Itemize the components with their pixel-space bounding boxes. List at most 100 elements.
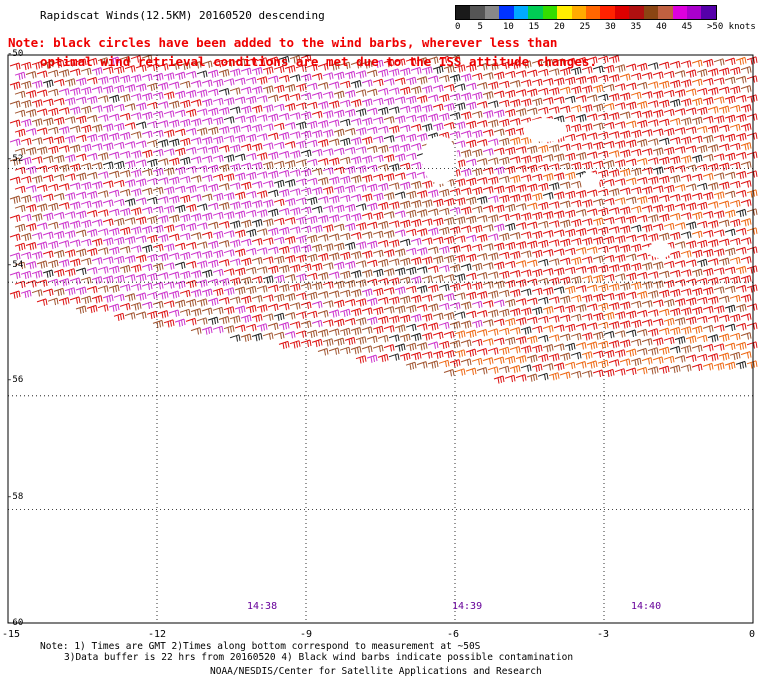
wind-barb [355,241,367,250]
wind-barb [64,211,76,219]
wind-barb [696,144,708,154]
wind-barb [42,193,54,201]
wind-barb [75,96,87,104]
wind-barb [669,136,681,145]
wind-barb [520,212,532,221]
wind-barb [630,129,642,138]
wind-barb [146,291,158,300]
wind-barb [652,166,664,175]
wind-barb [465,310,477,319]
wind-barb [273,312,285,321]
wind-barb [229,334,241,342]
wind-barb [438,245,450,254]
wind-barb [652,318,664,326]
wind-barb [229,144,241,153]
wind-barb [80,105,92,114]
wind-barb [735,170,747,180]
wind-barb [493,109,505,118]
legend-swatch [557,6,572,19]
data-gap [523,118,567,142]
wind-barb [394,267,406,276]
wind-barb [553,77,565,86]
wind-barb [322,129,334,138]
wind-barb [399,124,411,132]
wind-barb [306,310,318,319]
wind-barb [135,197,147,205]
wind-barb [234,210,246,219]
wind-barb [570,332,582,341]
wind-barb [691,78,703,86]
wind-barb [581,123,593,132]
wind-barb [713,210,725,219]
wind-barb [262,294,274,302]
wind-barb [372,97,384,106]
wind-barb [680,307,692,316]
wind-barb [647,347,659,356]
wind-barb [42,117,54,126]
wind-barb [388,334,400,342]
wind-barb [553,267,565,276]
wind-barb [25,223,37,232]
wind-barb [344,279,356,289]
wind-barb [542,268,554,276]
wind-barb [119,55,131,64]
wind-barb [476,291,488,300]
wind-barb [432,274,444,283]
wind-barb [619,149,631,158]
wind-barb [449,207,461,215]
wind-barb [509,327,521,335]
wind-barb [306,291,318,300]
wind-barb [251,295,263,303]
wind-barb [108,208,120,216]
wind-barb [696,315,708,324]
wind-barb [322,338,334,347]
wind-barb [542,344,554,353]
wind-barb [641,110,653,119]
wind-barb [278,226,290,236]
wind-barb [685,183,697,191]
wind-barb [652,71,664,79]
wind-barb [190,213,202,222]
wind-barb [317,348,329,356]
wind-barb [537,182,549,192]
wind-barb [328,290,340,298]
wind-barb [674,89,686,98]
wind-barb [487,195,499,203]
wind-barb [135,102,147,111]
wind-barb [333,166,345,174]
wind-barb [718,200,730,208]
wind-barb [328,214,340,223]
wind-barb [163,72,175,81]
wind-barb [108,265,120,274]
wind-barb [735,322,747,331]
wind-barb [707,315,719,323]
wind-barb [421,275,433,283]
data-gap [580,172,600,188]
wind-barb [443,84,455,92]
wind-barb [647,138,659,146]
wind-barb [394,286,406,295]
wind-barb [454,311,466,319]
wind-barb [141,263,153,271]
wind-barb [564,247,576,256]
wind-barb [80,200,92,209]
wind-barb [267,94,279,102]
wind-barb [427,56,439,64]
wind-barb [674,355,686,363]
wind-barb [438,112,450,121]
wind-barb [361,79,373,87]
wind-barb [69,258,81,267]
wind-barb [383,97,395,106]
wind-barb [80,86,92,95]
wind-barb [410,313,422,323]
wind-barb [245,304,257,314]
wind-barb [350,61,362,69]
wind-barb [278,302,290,311]
wind-barb [399,314,411,323]
wind-barb [124,274,136,282]
wind-barb [86,76,98,85]
wind-barb [559,314,571,322]
wind-barb [113,122,125,131]
wind-barb [421,199,433,208]
wind-barb [36,222,48,230]
